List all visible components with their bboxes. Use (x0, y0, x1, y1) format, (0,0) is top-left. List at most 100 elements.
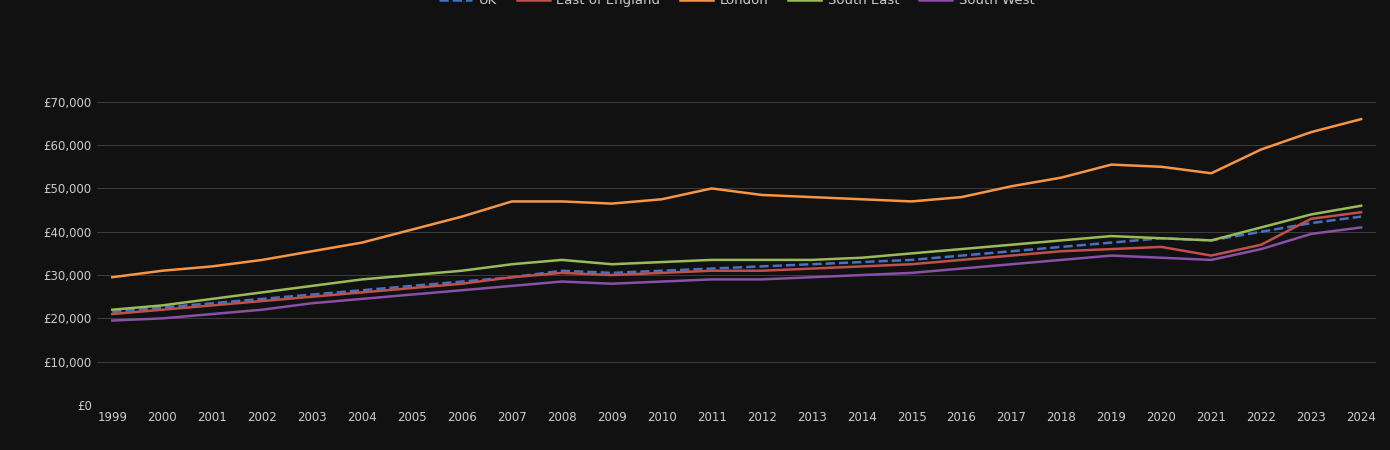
East of England (1252, 242, 1269, 248)
London (503, 199, 520, 204)
South West (154, 316, 171, 321)
South West (1352, 225, 1369, 230)
East of England (703, 268, 720, 274)
South East (904, 251, 920, 256)
South East (1202, 238, 1219, 243)
South East (753, 257, 770, 263)
UK (403, 283, 420, 288)
London (853, 197, 870, 202)
UK (1104, 240, 1120, 245)
UK (1202, 238, 1219, 243)
East of England (1352, 210, 1369, 215)
UK (304, 292, 321, 297)
UK (753, 264, 770, 269)
East of England (1302, 216, 1319, 221)
East of England (803, 266, 820, 271)
South East (1252, 225, 1269, 230)
UK (1252, 229, 1269, 234)
South West (204, 311, 221, 317)
UK (653, 268, 670, 274)
London (353, 240, 370, 245)
South East (353, 277, 370, 282)
London (1104, 162, 1120, 167)
South East (403, 272, 420, 278)
UK (703, 266, 720, 271)
South West (653, 279, 670, 284)
London (553, 199, 570, 204)
East of England (853, 264, 870, 269)
UK (1054, 244, 1070, 250)
South East (1352, 203, 1369, 208)
Line: UK: UK (113, 216, 1361, 312)
South West (1004, 261, 1020, 267)
South East (154, 303, 171, 308)
South East (304, 283, 321, 288)
East of England (104, 311, 121, 317)
London (254, 257, 271, 263)
UK (353, 288, 370, 293)
UK (1152, 235, 1169, 241)
South West (353, 296, 370, 302)
East of England (1104, 247, 1120, 252)
UK (104, 309, 121, 315)
South West (1202, 257, 1219, 263)
South West (853, 272, 870, 278)
South East (1152, 235, 1169, 241)
South West (1152, 255, 1169, 261)
South West (304, 301, 321, 306)
East of England (1152, 244, 1169, 250)
East of England (304, 294, 321, 299)
South East (553, 257, 570, 263)
London (1352, 117, 1369, 122)
London (453, 214, 470, 219)
East of England (204, 303, 221, 308)
UK (853, 259, 870, 265)
Legend: UK, East of England, London, South East, South West: UK, East of England, London, South East,… (434, 0, 1040, 13)
East of England (954, 257, 970, 263)
Line: London: London (113, 119, 1361, 277)
South East (653, 259, 670, 265)
South East (1302, 212, 1319, 217)
South East (503, 261, 520, 267)
South West (1104, 253, 1120, 258)
East of England (1202, 253, 1219, 258)
South East (1104, 234, 1120, 239)
UK (1004, 248, 1020, 254)
East of England (353, 290, 370, 295)
London (1302, 130, 1319, 135)
Line: East of England: East of England (113, 212, 1361, 314)
London (1054, 175, 1070, 180)
South West (403, 292, 420, 297)
South West (1054, 257, 1070, 263)
South West (954, 266, 970, 271)
London (703, 186, 720, 191)
London (803, 194, 820, 200)
South West (904, 270, 920, 275)
UK (553, 268, 570, 274)
Line: South East: South East (113, 206, 1361, 310)
South West (703, 277, 720, 282)
London (403, 227, 420, 232)
UK (803, 261, 820, 267)
London (154, 268, 171, 274)
London (304, 248, 321, 254)
South East (254, 290, 271, 295)
UK (603, 270, 620, 275)
South East (1004, 242, 1020, 248)
UK (1302, 220, 1319, 226)
UK (453, 279, 470, 284)
South East (453, 268, 470, 274)
South East (204, 296, 221, 302)
South West (104, 318, 121, 323)
UK (904, 257, 920, 263)
East of England (603, 272, 620, 278)
South East (954, 247, 970, 252)
London (1152, 164, 1169, 170)
South West (503, 283, 520, 288)
South East (104, 307, 121, 312)
London (904, 199, 920, 204)
UK (954, 253, 970, 258)
London (1202, 171, 1219, 176)
South West (254, 307, 271, 312)
South West (603, 281, 620, 287)
